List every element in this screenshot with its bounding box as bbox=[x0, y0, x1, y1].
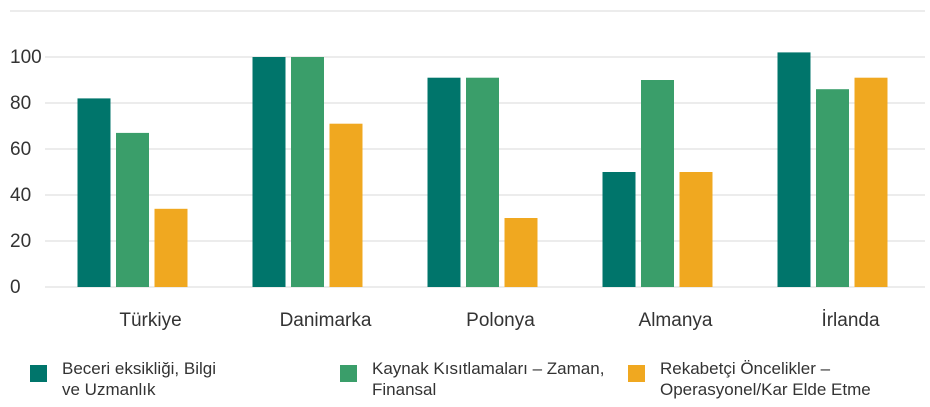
y-tick-label: 100 bbox=[10, 47, 42, 68]
bar bbox=[777, 52, 811, 288]
legend-swatch bbox=[340, 365, 357, 382]
bar bbox=[427, 77, 461, 287]
legend-label: Kaynak Kısıtlamaları – Zaman, Finansal bbox=[372, 359, 605, 399]
legend-item: Rekabetçi Öncelikler – Operasyonel/Kar E… bbox=[628, 358, 930, 400]
y-tick-label: 0 bbox=[10, 277, 21, 298]
legend-item: Kaynak Kısıtlamaları – Zaman, Finansal bbox=[340, 358, 632, 400]
bar bbox=[466, 77, 499, 287]
y-tick-label: 20 bbox=[10, 231, 31, 252]
chart: 0 20 40 60 80 100 Türkiye Danimarka Polonya Alman… bbox=[10, 10, 925, 331]
x-tick-label: Polonya bbox=[466, 310, 535, 331]
bar bbox=[154, 208, 188, 287]
bar bbox=[116, 132, 149, 287]
legend-label: Beceri eksikliği, Bilgi ve Uzmanlık bbox=[62, 359, 216, 399]
x-tick-label: Danimarka bbox=[280, 310, 372, 331]
x-tick-label: Türkiye bbox=[119, 310, 181, 331]
legend-swatch bbox=[30, 365, 47, 382]
bar bbox=[816, 89, 849, 287]
bar bbox=[329, 123, 363, 287]
bar bbox=[679, 172, 713, 287]
bar bbox=[602, 172, 636, 287]
legend-swatch bbox=[628, 365, 645, 382]
x-tick-label: Almanya bbox=[639, 310, 713, 331]
legend-item: Beceri eksikliği, Bilgi ve Uzmanlık bbox=[30, 358, 232, 400]
bar bbox=[854, 77, 888, 287]
bar bbox=[77, 98, 111, 288]
bar bbox=[641, 80, 674, 287]
bar bbox=[504, 218, 538, 287]
legend-label: Rekabetçi Öncelikler – Operasyonel/Kar E… bbox=[660, 359, 871, 399]
y-tick-label: 40 bbox=[10, 185, 31, 206]
bar bbox=[252, 57, 286, 287]
y-tick-label: 80 bbox=[10, 93, 31, 114]
y-tick-label: 60 bbox=[10, 139, 31, 160]
bar bbox=[291, 57, 324, 287]
legend: Beceri eksikliği, Bilgi ve Uzmanlık Kayna… bbox=[0, 358, 930, 407]
x-tick-label: İrlanda bbox=[821, 310, 880, 331]
